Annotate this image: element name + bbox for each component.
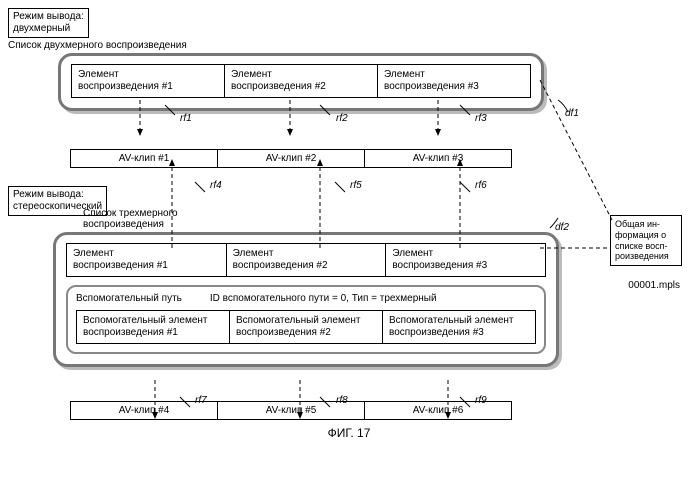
figure-label: ФИГ. 17 [8, 426, 690, 440]
playitem-3d-3: Элемент воспроизведения #3 [385, 243, 546, 277]
playitems-3d-row: Элемент воспроизведения #1 Элемент воспр… [66, 243, 546, 277]
rf6-label: rf6 [475, 180, 487, 191]
playitem-3d-2: Элемент воспроизведения #2 [226, 243, 387, 277]
df1-label: df1 [565, 108, 579, 119]
rf1-label: rf1 [180, 113, 192, 124]
playitems-2d-row: Элемент воспроизведения #1 Элемент воспр… [71, 64, 531, 98]
av-clip-1: AV-клип #1 [71, 150, 217, 167]
av-row-1: AV-клип #1 AV-клип #2 AV-клип #3 [70, 149, 512, 168]
av-clip-6: AV-клип #6 [364, 402, 511, 419]
rf2-label: rf2 [336, 113, 348, 124]
side-info-box: Общая ин- формация о списке восп- роизве… [610, 215, 682, 266]
title-2d: Список двухмерного воспроизведения [8, 40, 690, 51]
subitems-row: Вспомогательный элемент воспроизведения … [76, 310, 536, 344]
rf9-label: rf9 [475, 395, 487, 406]
subitem-3: Вспомогательный элемент воспроизведения … [382, 310, 536, 344]
av-clip-2: AV-клип #2 [217, 150, 364, 167]
subitem-1: Вспомогательный элемент воспроизведения … [76, 310, 230, 344]
rf7-label: rf7 [195, 395, 207, 406]
df2-label: df2 [555, 222, 569, 233]
mode-2d-line1: Режим вывода: [13, 11, 84, 23]
subitem-2: Вспомогательный элемент воспроизведения … [229, 310, 383, 344]
rf4-label: rf4 [210, 180, 222, 191]
subpath-id: ID вспомогательного пути = 0, Тип = трех… [210, 293, 437, 304]
av-row-2: AV-клип #4 AV-клип #5 AV-клип #6 [70, 401, 512, 420]
subpath-box: Вспомогательный путь ID вспомогательного… [66, 285, 546, 354]
title-3d: Список трехмерного воспроизведения [83, 208, 690, 230]
rf5-label: rf5 [350, 180, 362, 191]
av-clip-3: AV-клип #3 [364, 150, 511, 167]
playitem-3: Элемент воспроизведения #3 [377, 64, 531, 98]
mode-3d-line1: Режим вывода: [13, 189, 102, 201]
mode-2d-line2: двухмерный [13, 23, 84, 35]
rf8-label: rf8 [336, 395, 348, 406]
playitem-2: Элемент воспроизведения #2 [224, 64, 378, 98]
side-info-file: 00001.mpls [628, 280, 680, 291]
playitem-3d-1: Элемент воспроизведения #1 [66, 243, 227, 277]
subpath-title: Вспомогательный путь [76, 293, 182, 304]
playlist-3d-container: Элемент воспроизведения #1 Элемент воспр… [53, 232, 559, 367]
playlist-2d-container: Элемент воспроизведения #1 Элемент воспр… [58, 53, 544, 111]
playitem-1: Элемент воспроизведения #1 [71, 64, 225, 98]
mode-2d-box: Режим вывода: двухмерный [8, 8, 89, 38]
rf3-label: rf3 [475, 113, 487, 124]
